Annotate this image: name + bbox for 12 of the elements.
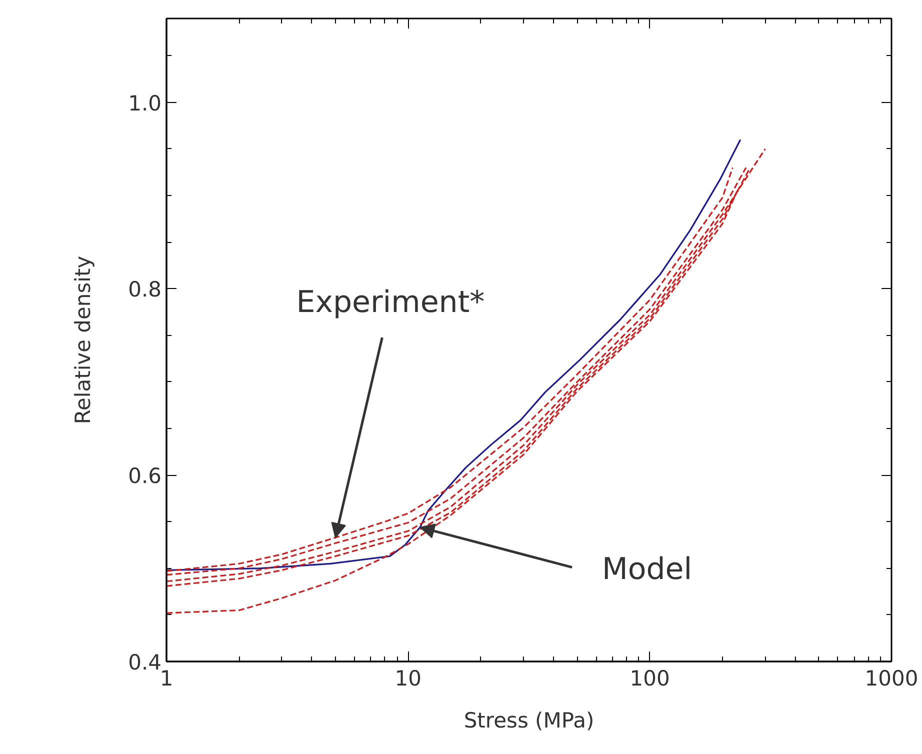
y-axis-title: Relative density (71, 256, 96, 424)
y-tick-label: 0.8 (128, 278, 162, 302)
annotation: Model (602, 552, 692, 587)
x-axis-title: Stress (MPa) (464, 708, 594, 732)
y-tick-label: 0.4 (128, 650, 162, 674)
annotation: Experiment* (296, 285, 485, 320)
x-tick-label: 1 (160, 666, 174, 690)
x-tick-label: 1000 (864, 666, 918, 690)
x-tick-label: 10 (394, 666, 422, 690)
y-tick-label: 1.0 (128, 91, 162, 116)
y-tick-label: 0.6 (128, 464, 162, 488)
x-tick-label: 100 (630, 666, 670, 690)
